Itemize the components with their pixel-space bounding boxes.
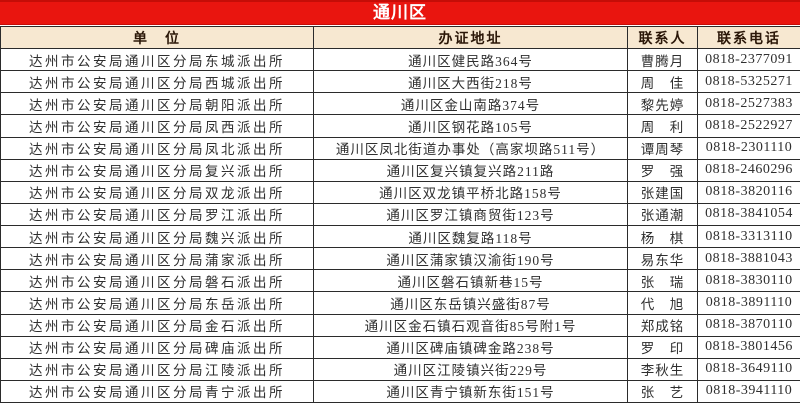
phone-cell: 0818-2460296 (697, 158, 800, 182)
contact-cell: 张建国 (627, 180, 698, 204)
contact-cell: 罗 印 (627, 335, 698, 359)
contact-cell: 李秋生 (627, 357, 698, 381)
table-row: 达州市公安局通川区分局蒲家派出所 通川区蒲家镇汉渝街190号 易东华 0818-388… (0, 247, 800, 271)
phone-cell: 0818-3870110 (697, 313, 800, 337)
contact-cell: 周 佳 (627, 70, 698, 94)
contact-cell: 杨 棋 (627, 224, 698, 249)
unit-cell: 达州市公安局通川区分局碑庙派出所 (0, 335, 314, 359)
unit-cell: 达州市公安局通川区分局双龙派出所 (0, 180, 314, 204)
phone-cell: 0818-3313110 (697, 224, 800, 249)
addr-cell: 通川区蒲家镇汉渝街190号 (313, 247, 628, 271)
contact-cell: 郑成铭 (627, 313, 698, 337)
unit-cell: 达州市公安局通川区分局朝阳派出所 (0, 92, 314, 116)
unit-cell: 达州市公安局通川区分局磐石派出所 (0, 269, 314, 293)
addr-cell: 通川区复兴镇复兴路211路 (313, 158, 628, 182)
contact-cell: 周 利 (627, 114, 698, 138)
table-row: 达州市公安局通川区分局东城派出所 通川区健民路364号 曹腾月 0818-237709… (0, 47, 800, 72)
unit-cell: 达州市公安局通川区分局江陵派出所 (0, 357, 314, 381)
phone-cell: 0818-2527383 (697, 92, 800, 116)
table-row: 达州市公安局通川区分局青宁派出所 通川区青宁镇新东街151号张 艺 0818-394… (0, 379, 800, 403)
unit-cell: 达州市公安局通川区分局凤西派出所 (0, 114, 314, 138)
unit-cell: 达州市公安局通川区分局魏兴派出所 (0, 224, 314, 249)
addr-cell: 通川区磐石镇新巷15号 (313, 269, 628, 293)
phone-cell: 0818-3649110 (697, 357, 800, 381)
table-row: 达州市公安局通川区分局凤西派出所 通川区钢花路105号周 利 0818-252292… (0, 114, 800, 138)
contact-cell: 谭周琴 (627, 136, 698, 160)
table-row: 达州市公安局通川区分局罗江派出所 通川区罗江镇商贸街123号 张通潮 0818-384… (0, 202, 800, 227)
addr-cell: 通川区江陵镇兴街229号 (313, 357, 628, 381)
table-row: 达州市公安局通川区分局金石派出所 通川区金石镇石观音街85号附1号 郑成铭 0818-… (0, 313, 800, 337)
unit-cell: 达州市公安局通川区分局复兴派出所 (0, 158, 314, 182)
phone-cell: 0818-3891110 (697, 291, 800, 315)
addr-cell: 通川区金山南路374号 (313, 92, 628, 116)
phone-cell: 0818-3841054 (697, 202, 800, 227)
table-row: 达州市公安局通川区分局江陵派出所 通川区江陵镇兴街229号 李秋生 0818-3649… (0, 357, 800, 381)
police-station-table: 单 位 办证地址 联系人 联系电话 达州市公安局通川区分局东城派出所 通川区健民路… (0, 26, 800, 403)
column-header-contact: 联系人 (627, 26, 698, 49)
table-body: 达州市公安局通川区分局东城派出所 通川区健民路364号 曹腾月 0818-237709… (0, 47, 800, 403)
table-header-row: 单 位 办证地址 联系人 联系电话 (0, 26, 800, 49)
table-row: 达州市公安局通川区分局复兴派出所 通川区复兴镇复兴路211路罗 强 0818-246… (0, 158, 800, 182)
phone-cell: 0818-2301110 (697, 136, 800, 160)
contact-cell: 黎先婷 (627, 92, 698, 116)
phone-cell: 0818-3941110 (697, 379, 800, 403)
addr-cell: 通川区凤北街道办事处（高家坝路511号） (313, 136, 628, 160)
column-header-unit: 单 位 (0, 26, 314, 49)
unit-cell: 达州市公安局通川区分局凤北派出所 (0, 136, 314, 160)
table-row: 达州市公安局通川区分局朝阳派出所 通川区金山南路374号 黎先婷 0818-25273… (0, 92, 800, 116)
table-row: 达州市公安局通川区分局东岳派出所 通川区东岳镇兴盛街87号代 旭 0818-3891… (0, 291, 800, 315)
unit-cell: 达州市公安局通川区分局西城派出所 (0, 70, 314, 94)
addr-cell: 通川区东岳镇兴盛街87号 (313, 291, 628, 315)
addr-cell: 通川区金石镇石观音街85号附1号 (313, 313, 628, 337)
phone-cell: 0818-5325271 (697, 70, 800, 94)
contact-cell: 张 瑞 (627, 269, 698, 293)
table-row: 达州市公安局通川区分局凤北派出所 通川区凤北街道办事处（高家坝路511号） 谭周琴 0… (0, 136, 800, 160)
contact-cell: 张 艺 (627, 379, 698, 403)
addr-cell: 通川区青宁镇新东街151号 (313, 379, 628, 403)
addr-cell: 通川区双龙镇平桥北路158号 (313, 180, 628, 204)
addr-cell: 通川区罗江镇商贸街123号 (313, 202, 628, 227)
unit-cell: 达州市公安局通川区分局东岳派出所 (0, 291, 314, 315)
addr-cell: 通川区大西街218号 (313, 70, 628, 94)
phone-cell: 0818-3881043 (697, 247, 800, 271)
phone-cell: 0818-3820116 (697, 180, 800, 204)
table-row: 达州市公安局通川区分局魏兴派出所 通川区魏复路118号杨 棋 0818-331311… (0, 224, 800, 249)
contact-cell: 罗 强 (627, 158, 698, 182)
phone-cell: 0818-2522927 (697, 114, 800, 138)
addr-cell: 通川区钢花路105号 (313, 114, 628, 138)
table-row: 达州市公安局通川区分局磐石派出所 通川区磐石镇新巷15号张 瑞 0818-38301… (0, 269, 800, 293)
addr-cell: 通川区健民路364号 (313, 47, 628, 72)
addr-cell: 通川区碑庙镇碑金路238号 (313, 335, 628, 359)
contact-cell: 张通潮 (627, 202, 698, 227)
phone-cell: 0818-3830110 (697, 269, 800, 293)
phone-cell: 0818-2377091 (697, 47, 800, 72)
addr-cell: 通川区魏复路118号 (313, 224, 628, 249)
phone-cell: 0818-3801456 (697, 335, 800, 359)
unit-cell: 达州市公安局通川区分局青宁派出所 (0, 379, 314, 403)
unit-cell: 达州市公安局通川区分局东城派出所 (0, 47, 314, 72)
table-row: 达州市公安局通川区分局双龙派出所 通川区双龙镇平桥北路158号 张建国 0818-38… (0, 180, 800, 204)
column-header-phone: 联系电话 (697, 26, 800, 49)
unit-cell: 达州市公安局通川区分局蒲家派出所 (0, 247, 314, 271)
contact-cell: 易东华 (627, 247, 698, 271)
district-title: 通川区 (0, 0, 800, 25)
contact-cell: 曹腾月 (627, 47, 698, 72)
table-row: 达州市公安局通川区分局西城派出所 通川区大西街218号周 佳 0818-532527… (0, 70, 800, 94)
table-row: 达州市公安局通川区分局碑庙派出所 通川区碑庙镇碑金路238号罗 印 0818-380… (0, 335, 800, 359)
column-header-address: 办证地址 (313, 26, 628, 49)
contact-cell: 代 旭 (627, 291, 698, 315)
unit-cell: 达州市公安局通川区分局罗江派出所 (0, 202, 314, 227)
unit-cell: 达州市公安局通川区分局金石派出所 (0, 313, 314, 337)
